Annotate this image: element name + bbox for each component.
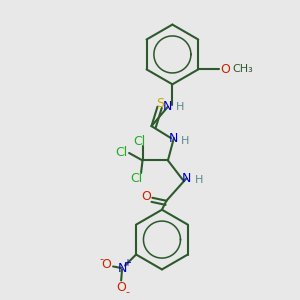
Text: N: N: [182, 172, 191, 185]
Text: O: O: [221, 63, 230, 76]
Text: H: H: [176, 102, 184, 112]
Text: Cl: Cl: [116, 146, 128, 160]
Text: S: S: [157, 97, 164, 110]
Text: Cl: Cl: [130, 172, 143, 185]
Text: O: O: [116, 281, 126, 294]
Text: -: -: [100, 254, 104, 264]
Text: H: H: [181, 136, 189, 146]
Text: -: -: [125, 287, 129, 297]
Text: O: O: [141, 190, 151, 203]
Text: CH₃: CH₃: [232, 64, 253, 74]
Text: H: H: [195, 175, 203, 185]
Text: O: O: [101, 259, 111, 272]
Text: Cl: Cl: [134, 134, 146, 148]
Text: N: N: [163, 100, 172, 113]
Text: N: N: [169, 132, 178, 145]
Text: +: +: [123, 258, 131, 268]
Text: N: N: [117, 262, 127, 275]
